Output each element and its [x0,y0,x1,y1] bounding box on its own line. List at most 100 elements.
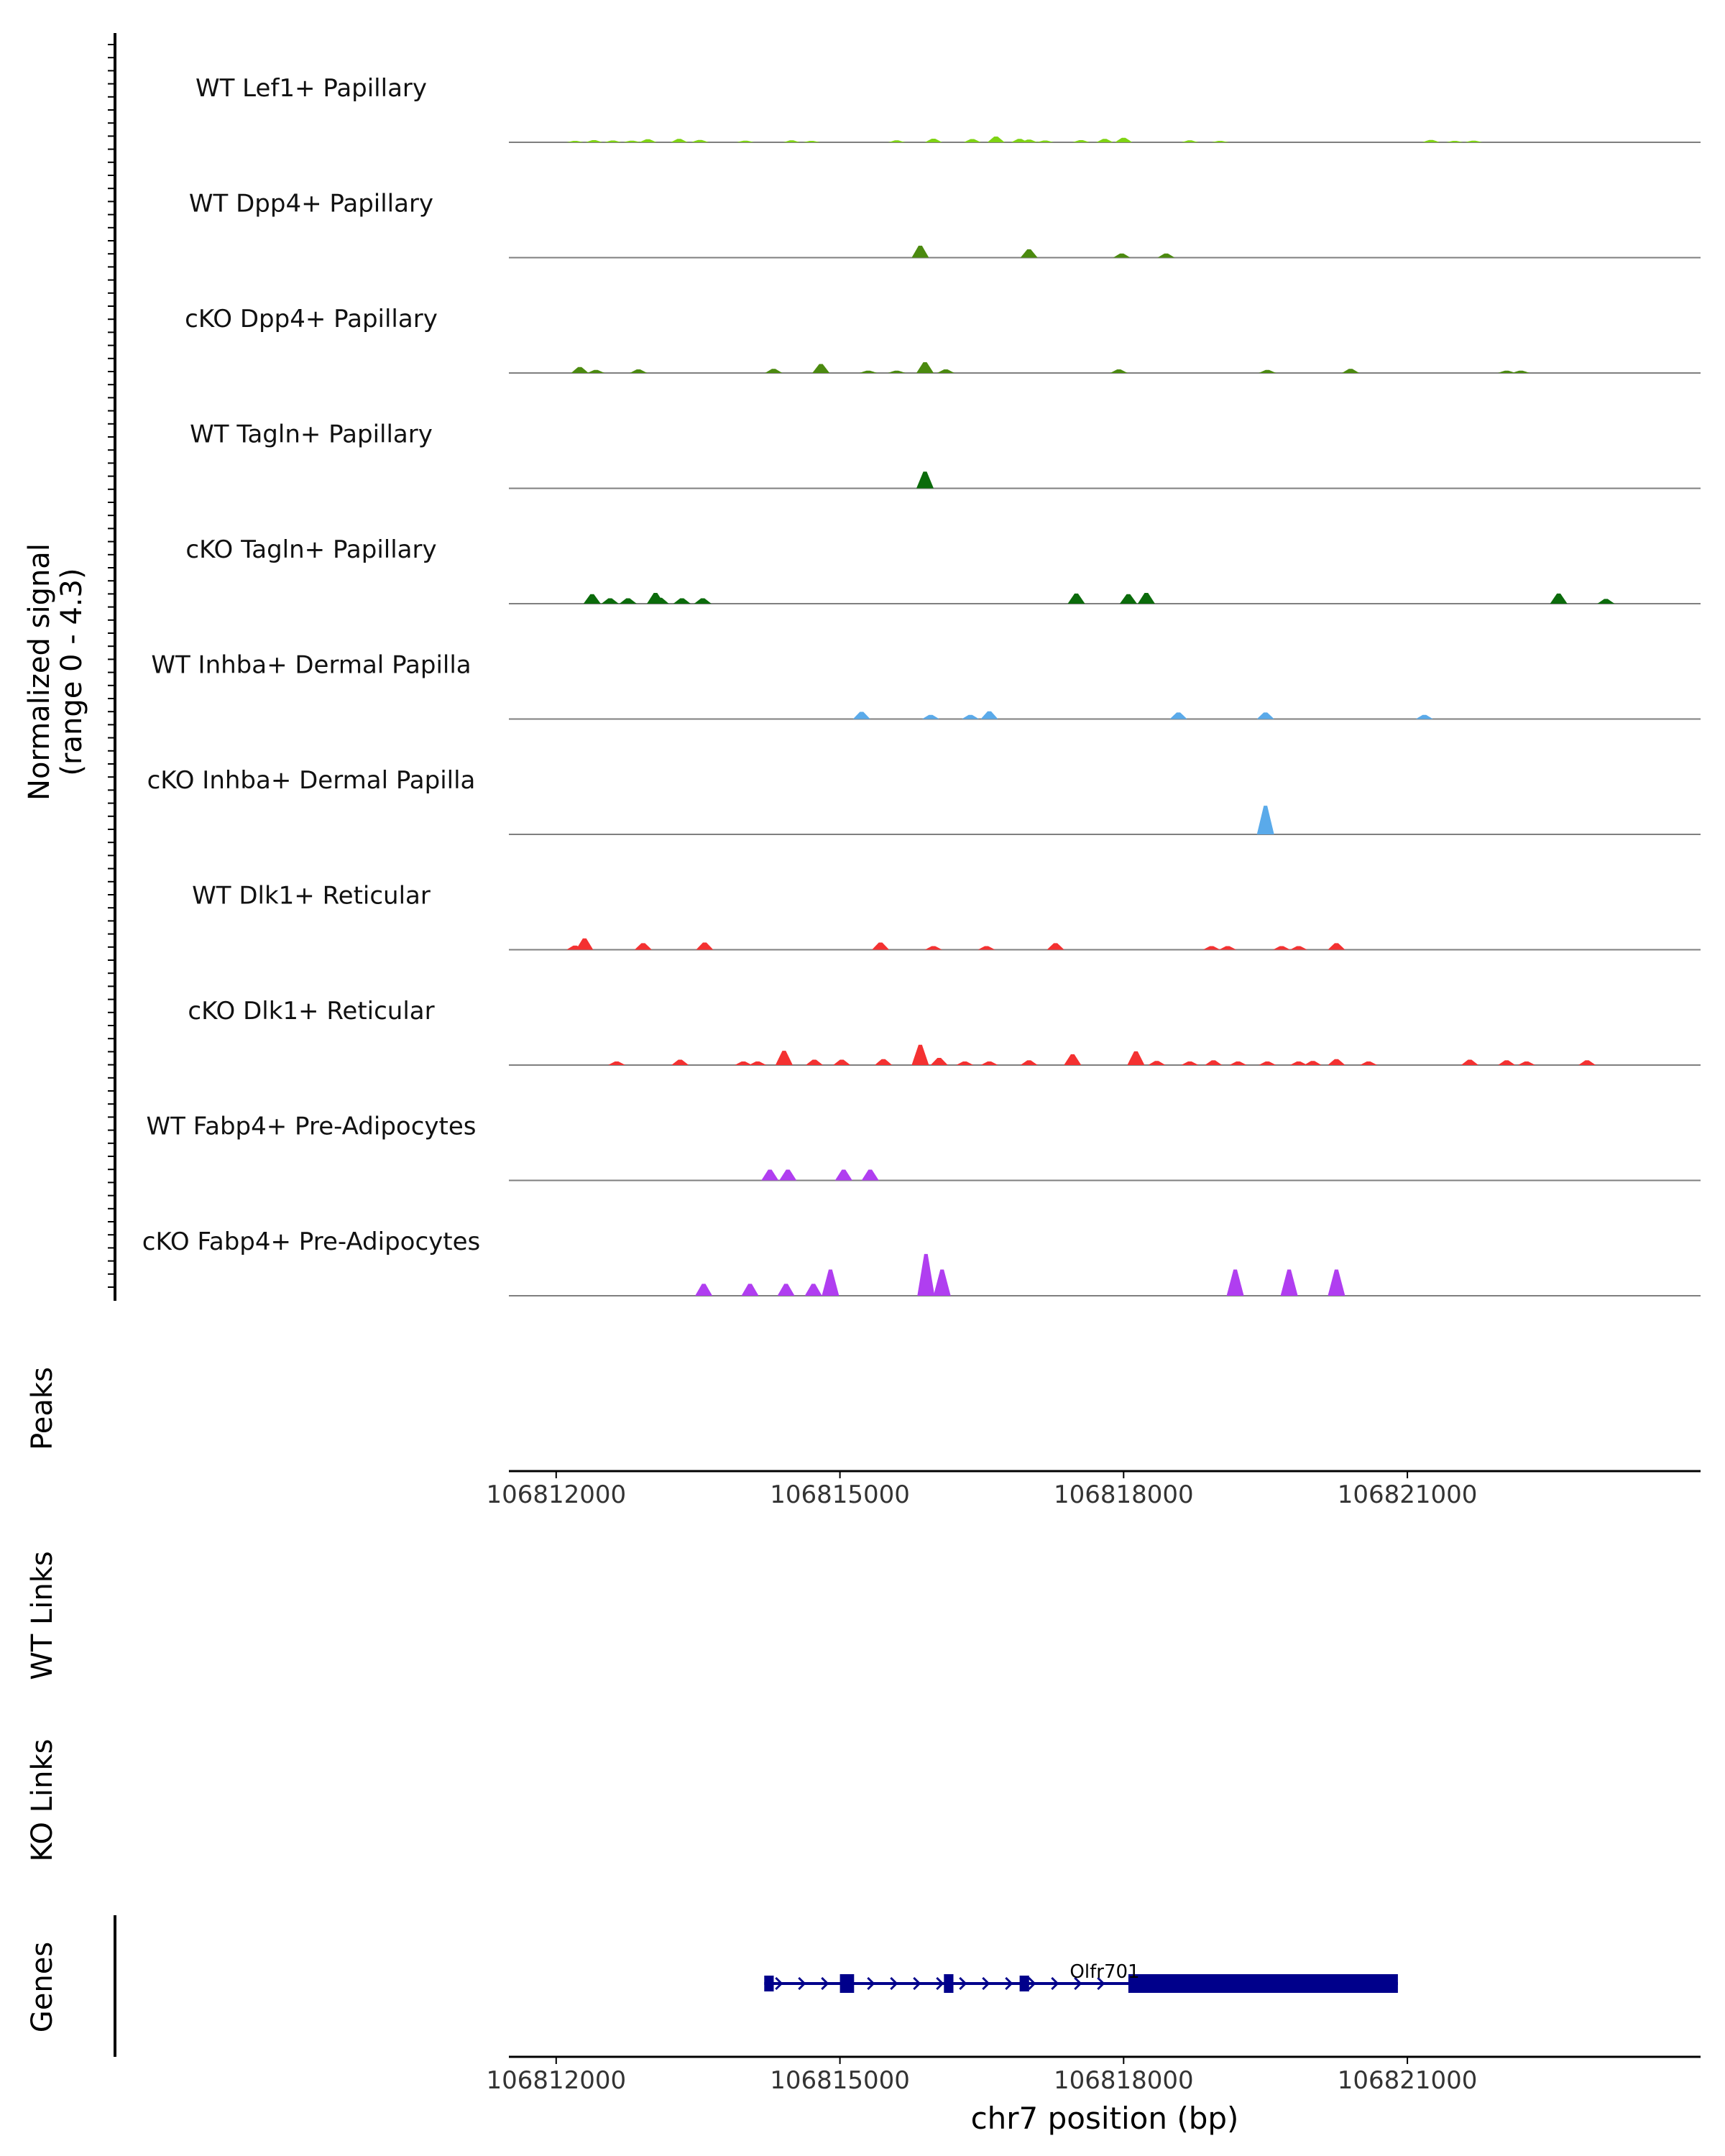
signal-peak [1328,1269,1346,1296]
signal-peak [1422,139,1440,142]
signal-peak [962,714,980,719]
signal-peak [1259,369,1276,373]
ko-links-label: KO Links [26,1739,59,1862]
signal-peak [765,369,783,373]
signal-peak [691,139,709,142]
track-label: cKO Dlk1+ Reticular [188,997,434,1026]
signal-peak [924,139,942,142]
signal-peak [671,1059,689,1065]
gene-exon [840,1974,855,1993]
signal-peak [1328,1059,1346,1065]
signal-track: WT Dlk1+ Reticular [192,882,1701,951]
signal-peak [694,598,712,604]
signal-peak [1169,712,1187,719]
signal-track: cKO Inhba+ Dermal Papilla [147,766,1701,835]
track-label: WT Dpp4+ Papillary [189,190,433,218]
signal-peak [630,369,648,373]
signal-peak [916,362,934,373]
track-label: WT Dlk1+ Reticular [192,882,431,911]
signal-peak [875,1059,893,1065]
signal-peak [916,471,934,489]
signal-peak [1096,139,1113,142]
strand-arrow [1005,1976,1013,1991]
signal-peak [812,364,830,373]
signal-track: WT Inhba+ Dermal Papilla [151,651,1701,720]
signal-peak [917,1253,935,1296]
signal-peak [1072,140,1090,142]
strand-arrow [1051,1976,1059,1991]
strand-arrow [936,1976,944,1991]
signal-peak [1445,141,1463,142]
track-label: WT Inhba+ Dermal Papilla [151,651,471,680]
signal-peak [601,598,619,604]
signal-peak [888,370,906,373]
signal-peak [604,140,622,142]
signal-peak [1020,1060,1038,1065]
x-tick-label: 106821000 [1338,1480,1478,1509]
signal-peak [806,1059,823,1065]
signal-peak [956,1061,974,1065]
track-label: cKO Dpp4+ Papillary [185,305,438,333]
signal-peak [673,598,691,604]
strand-arrow [775,1976,783,1991]
signal-peak [980,1061,998,1065]
signal-peak [583,594,601,604]
signal-peak [1550,593,1568,604]
signal-peak [930,1058,948,1065]
signal-peak [1110,369,1128,373]
signal-peak [1342,369,1360,373]
signal-peak [1280,1269,1298,1296]
signal-peak [980,711,998,719]
signal-peak [1046,943,1064,950]
signal-peak [1020,249,1038,258]
signal-peak [1256,806,1274,834]
x-tick-label: 106812000 [486,2066,626,2095]
genes-x-axis: 106812000 106815000 106818000 106821000 [486,2057,1477,2095]
track-label: cKO Fabp4+ Pre-Adipocytes [142,1227,481,1256]
x-tick-label: 106815000 [770,1480,910,1509]
strand-arrow [798,1976,806,1991]
signal-peak [1360,1061,1378,1065]
signal-peak [1067,593,1085,604]
x-tick-label: 106815000 [770,2066,910,2095]
genes-track-title: Genes [26,1942,59,2032]
signal-track: cKO Dlk1+ Reticular [188,997,1701,1066]
signal-peak [737,140,754,142]
signal-peak [860,370,877,373]
signal-peak [576,938,594,950]
signal-peak [888,140,906,142]
signal-track: WT Tagln+ Papillary [190,420,1701,489]
signal-peak [1064,1054,1082,1065]
peaks-track-label: Peaks [26,1367,59,1450]
strand-arrow [890,1976,898,1991]
track-label: WT Fabp4+ Pre-Adipocytes [147,1112,477,1141]
signal-peak [911,1044,929,1065]
signal-peak [783,140,801,142]
wt-links-label: WT Links [26,1551,59,1680]
gene-exon [1128,1974,1398,1993]
signal-peak [608,1061,625,1065]
signal-track: WT Lef1+ Papillary [196,74,1701,143]
signal-track: WT Dpp4+ Papillary [189,190,1701,259]
signal-peak [1113,253,1131,258]
gene-model [764,1974,1398,1993]
signal-peak [1289,1061,1307,1065]
strand-arrow [913,1976,921,1991]
signal-track: cKO Fabp4+ Pre-Adipocytes [142,1227,1701,1296]
signal-peak [1205,1060,1223,1065]
gene-exon [1019,1976,1029,1991]
genes-track-label: Genes [26,1942,59,2032]
signal-peak [1036,140,1054,142]
track-label: cKO Tagln+ Papillary [185,535,436,564]
strand-arrow [982,1976,990,1991]
signal-peak [822,1269,840,1296]
signal-peak [1415,714,1433,719]
signal-peak [566,141,584,142]
signal-peak [861,1169,879,1181]
strand-arrow [867,1976,875,1991]
peaks-track-title: Peaks [26,1367,59,1450]
x-axis-title: chr7 position (bp) [971,2101,1239,2136]
signal-peak [1498,370,1516,373]
signal-peak [779,1169,797,1181]
